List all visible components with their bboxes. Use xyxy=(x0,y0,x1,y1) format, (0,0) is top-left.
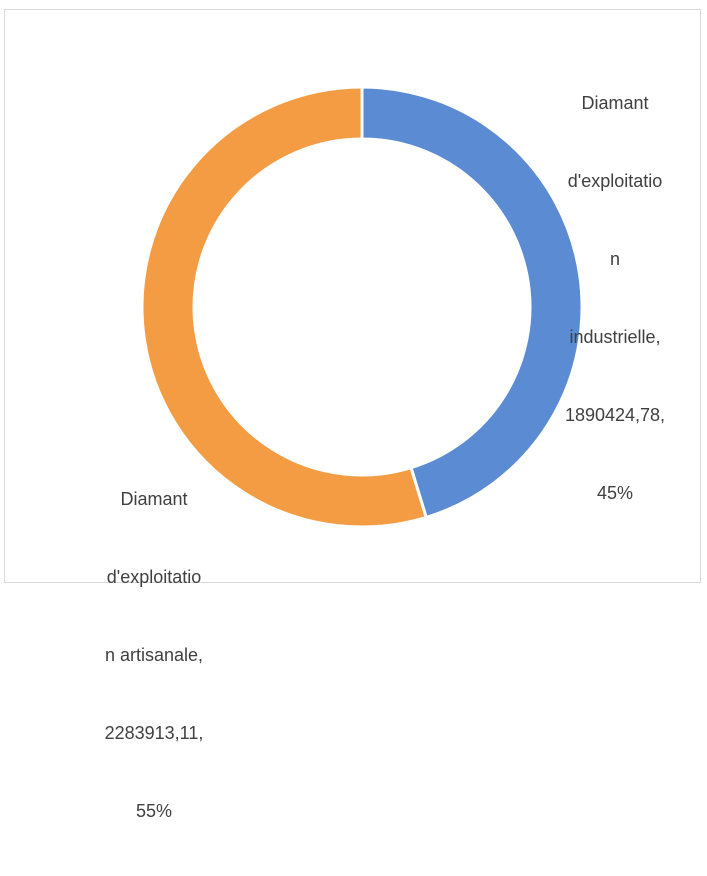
label-line: Diamant xyxy=(581,93,649,113)
label-line: 2283913,11, xyxy=(104,723,204,743)
donut-chart xyxy=(140,85,584,529)
label-line: 55% xyxy=(135,801,173,821)
chart-area: Diamant d'exploitatio n industrielle, 18… xyxy=(4,9,701,821)
label-line: 1890424,78, xyxy=(564,405,666,425)
label-line: d'exploitatio xyxy=(567,171,663,191)
label-line: n xyxy=(609,249,620,269)
label-line: d'exploitatio xyxy=(106,567,202,587)
data-label-artisanale: Diamant d'exploitatio n artisanale, 2283… xyxy=(89,434,219,876)
label-line: industrielle, xyxy=(569,327,661,347)
donut-slice-0 xyxy=(360,85,584,520)
label-line: n artisanale, xyxy=(104,645,204,665)
label-line: Diamant xyxy=(120,489,188,509)
label-line: 45% xyxy=(596,483,634,503)
donut-slice-1 xyxy=(140,85,429,529)
data-label-industrielle: Diamant d'exploitatio n industrielle, 18… xyxy=(545,38,685,558)
